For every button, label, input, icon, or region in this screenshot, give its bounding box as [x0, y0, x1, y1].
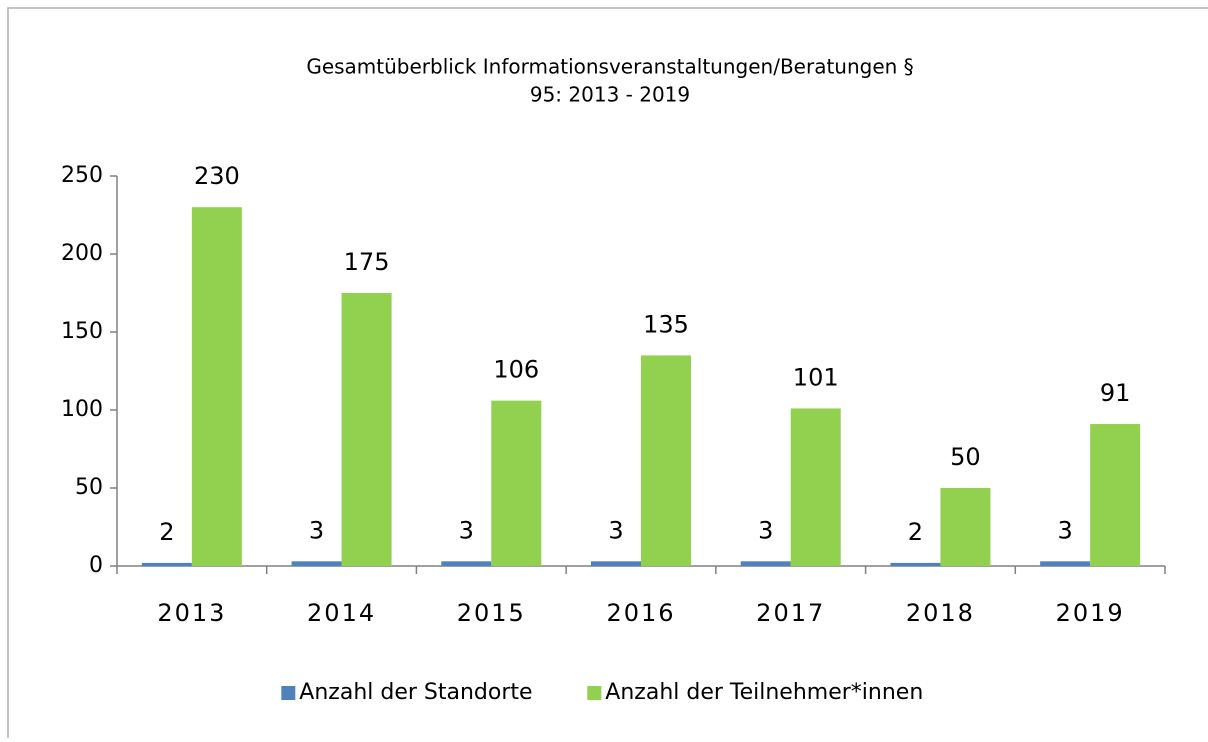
legend-swatch: [281, 686, 296, 700]
y-tick-label: 150: [61, 319, 103, 344]
data-label: 230: [194, 162, 240, 190]
chart-title: Gesamtüberblick Informationsveranstaltun…: [306, 55, 913, 79]
bar: [291, 561, 342, 566]
bar: [1090, 424, 1141, 566]
bar: [641, 355, 691, 566]
bar: [790, 408, 841, 566]
data-label: 101: [793, 363, 839, 391]
data-label: 3: [1058, 516, 1073, 544]
x-tick-label: 2016: [606, 599, 675, 627]
data-label: 2: [908, 518, 923, 546]
bar: [1040, 561, 1091, 566]
bar: [740, 561, 791, 566]
data-label: 91: [1100, 379, 1131, 407]
chart-border: [7, 7, 1208, 742]
bar: [890, 562, 941, 566]
y-tick-label: 50: [75, 475, 103, 500]
bar: [591, 561, 641, 566]
bar: [141, 562, 192, 566]
data-label: 135: [643, 310, 689, 338]
data-label: 3: [459, 516, 474, 544]
x-tick-label: 2015: [457, 599, 526, 627]
legend-label: Anzahl der Standorte: [299, 680, 532, 705]
bar: [341, 293, 392, 566]
data-label: 3: [309, 516, 324, 544]
bar: [940, 488, 991, 566]
x-tick-label: 2019: [1056, 599, 1125, 627]
x-tick-label: 2018: [906, 599, 975, 627]
x-tick-label: 2013: [157, 599, 226, 627]
y-tick-label: 100: [61, 397, 103, 422]
chart-title: 95: 2013 - 2019: [530, 83, 690, 107]
data-label: 106: [493, 356, 539, 384]
y-tick-label: 250: [61, 163, 103, 188]
x-tick-label: 2014: [307, 599, 376, 627]
y-tick-label: 200: [61, 241, 103, 266]
legend-label: Anzahl der Teilnehmer*innen: [605, 680, 923, 705]
bar: [491, 400, 542, 566]
data-label: 2: [159, 518, 174, 546]
y-tick-label: 0: [89, 553, 103, 578]
data-label: 50: [950, 443, 981, 471]
legend-swatch: [587, 686, 602, 700]
bar: [191, 207, 242, 566]
data-label: 3: [758, 516, 773, 544]
data-label: 3: [608, 516, 623, 544]
data-label: 175: [344, 248, 390, 276]
bar: [441, 561, 492, 566]
x-tick-label: 2017: [756, 599, 825, 627]
